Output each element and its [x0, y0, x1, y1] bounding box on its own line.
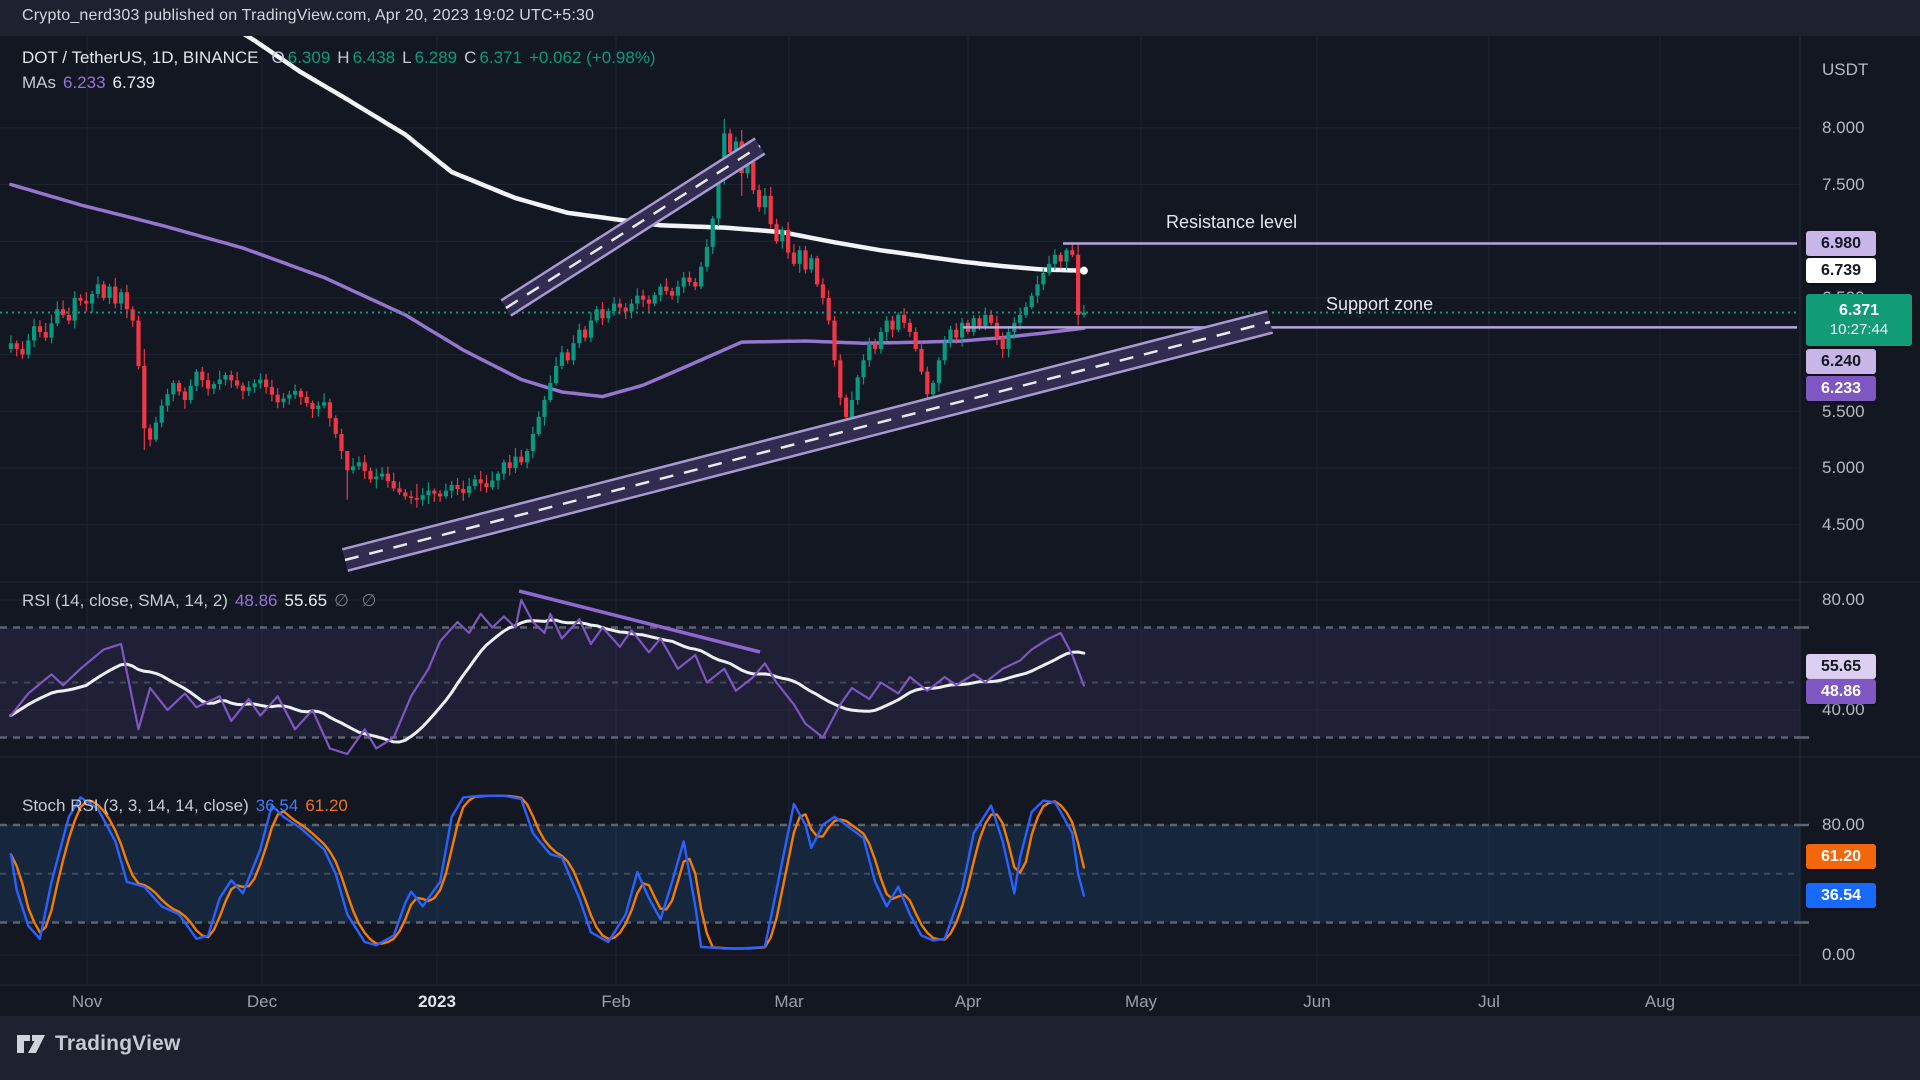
- open-value: 6.309: [287, 48, 331, 67]
- rsi-legend-row[interactable]: RSI (14, close, SMA, 14, 2) 48.86 55.65 …: [22, 591, 380, 611]
- price-badge: 6.240: [1806, 349, 1876, 374]
- price-badge: 6.371 10:27:44: [1806, 294, 1912, 346]
- price-badge: 61.20: [1806, 844, 1876, 869]
- price-tick-label: 7.500: [1822, 175, 1865, 194]
- rsi-extra-icons[interactable]: ∅ ∅: [334, 591, 381, 610]
- change-value: +0.062 (+0.98%): [528, 48, 656, 67]
- price-badge: 6.233: [1806, 376, 1876, 401]
- price-tick-label: 5.000: [1822, 458, 1865, 477]
- close-value: 6.371: [479, 48, 522, 67]
- bottom-bar: [0, 1016, 1920, 1080]
- symbol-title[interactable]: DOT / TetherUS, 1D, BINANCE: [22, 48, 259, 67]
- ma-legend-row[interactable]: MAs 6.233 6.739: [22, 73, 155, 93]
- close-label: C: [464, 48, 477, 67]
- ma2-value: 6.739: [112, 73, 156, 92]
- price-badge: 6.980: [1806, 231, 1876, 256]
- resistance-annotation[interactable]: Resistance level: [1166, 212, 1298, 232]
- time-axis-label: 2023: [418, 992, 456, 1011]
- rsi-tick-label: 40.00: [1822, 700, 1865, 719]
- stoch-tick-label: 80.00: [1822, 815, 1865, 834]
- time-axis-label: Nov: [71, 992, 103, 1011]
- price-badge: 6.739: [1806, 258, 1876, 283]
- price-badge: 48.86: [1806, 679, 1876, 704]
- stoch-tick-label: 0.00: [1822, 945, 1856, 964]
- low-label: L: [402, 48, 412, 67]
- tradingview-logo-text: TradingView: [55, 1032, 181, 1055]
- support-annotation[interactable]: Support zone: [1326, 294, 1434, 314]
- open-label: O: [271, 48, 285, 67]
- rsi-tick-label: 80.00: [1822, 590, 1865, 609]
- stoch-k-value: 36.54: [255, 796, 299, 815]
- time-axis-label: Feb: [601, 992, 631, 1011]
- high-value: 6.438: [352, 48, 396, 67]
- price-scale-currency: USDT: [1822, 60, 1869, 79]
- price-tick-label: 4.500: [1822, 515, 1865, 534]
- rsi-sma-value: 55.65: [284, 591, 328, 610]
- stoch-d-value: 61.20: [305, 796, 348, 815]
- time-axis-label: Jul: [1478, 992, 1500, 1011]
- time-axis-label: Dec: [246, 992, 278, 1011]
- low-value: 6.289: [414, 48, 458, 67]
- mas-label: MAs: [22, 73, 56, 92]
- rsi-value: 48.86: [234, 591, 278, 610]
- publish-header-bar: [0, 0, 1920, 35]
- ma1-value: 6.233: [63, 73, 106, 92]
- stoch-legend-row[interactable]: Stoch RSI (3, 3, 14, 14, close) 36.54 61…: [22, 796, 348, 816]
- symbol-legend-row[interactable]: DOT / TetherUS, 1D, BINANCE O 6.309 H 6.43…: [22, 48, 656, 68]
- rsi-title[interactable]: RSI (14, close, SMA, 14, 2): [22, 591, 228, 610]
- time-axis-label: Apr: [954, 992, 982, 1011]
- price-badge: 36.54: [1806, 883, 1876, 908]
- stoch-title[interactable]: Stoch RSI (3, 3, 14, 14, close): [22, 796, 249, 815]
- tradingview-logo-icon: [17, 1035, 45, 1053]
- time-axis-label: Mar: [774, 992, 804, 1011]
- tradingview-watermark[interactable]: TradingView: [16, 1031, 181, 1057]
- time-axis-label: May: [1124, 992, 1158, 1011]
- price-tick-label: 8.000: [1822, 118, 1865, 137]
- published-line: Crypto_nerd303 published on TradingView.…: [22, 7, 595, 24]
- price-tick-label: 5.500: [1822, 402, 1865, 421]
- time-axis-label: Jun: [1303, 992, 1331, 1011]
- time-axis-label: Aug: [1644, 992, 1676, 1011]
- countdown-timer: 10:27:44: [1829, 320, 1889, 338]
- price-badge: 55.65: [1806, 654, 1876, 679]
- high-label: H: [337, 48, 350, 67]
